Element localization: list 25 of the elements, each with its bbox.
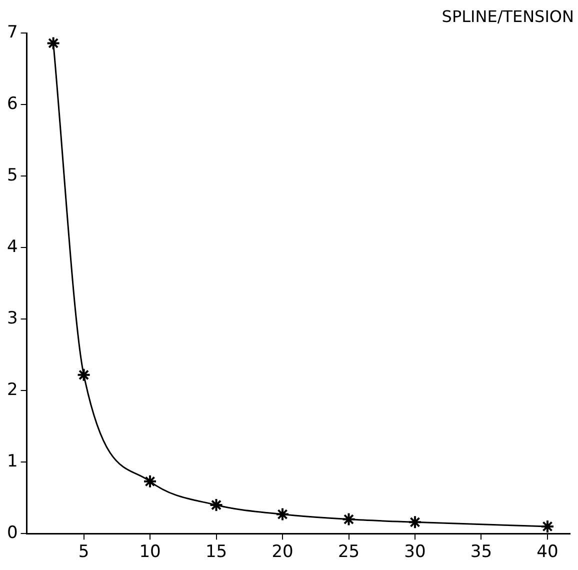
x-tick-label: 5 [78, 542, 90, 562]
x-tick-label: 15 [205, 542, 228, 562]
point [209, 498, 224, 512]
y-tick-label: 0 [6, 523, 18, 544]
x-tick-label: 35 [470, 542, 492, 562]
point [143, 474, 158, 488]
point [276, 507, 290, 522]
y-tick-label: 6 [6, 94, 18, 114]
point [76, 368, 91, 382]
y-tick-label: 2 [6, 380, 18, 400]
point [342, 512, 356, 526]
point [540, 519, 554, 534]
point [46, 36, 60, 50]
y-tick-label: 3 [6, 308, 18, 329]
y-tick-label: 5 [6, 166, 18, 186]
point [408, 515, 422, 530]
y-tick-label: 1 [6, 452, 18, 472]
x-tick-label: 10 [139, 542, 161, 562]
x-tick-label: 25 [338, 542, 360, 562]
x-tick-label: 40 [536, 542, 558, 562]
chart-title: SPLINE/TENSION [442, 6, 574, 26]
y-tick-label: 4 [6, 237, 18, 258]
x-tick-label: 30 [404, 542, 426, 562]
y-tick-label: 7 [6, 22, 18, 43]
x-tick-label: 20 [272, 542, 294, 562]
